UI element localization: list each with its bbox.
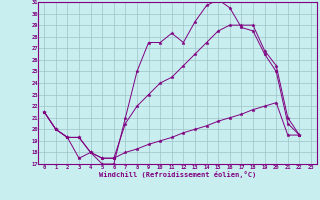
X-axis label: Windchill (Refroidissement éolien,°C): Windchill (Refroidissement éolien,°C) (99, 171, 256, 178)
